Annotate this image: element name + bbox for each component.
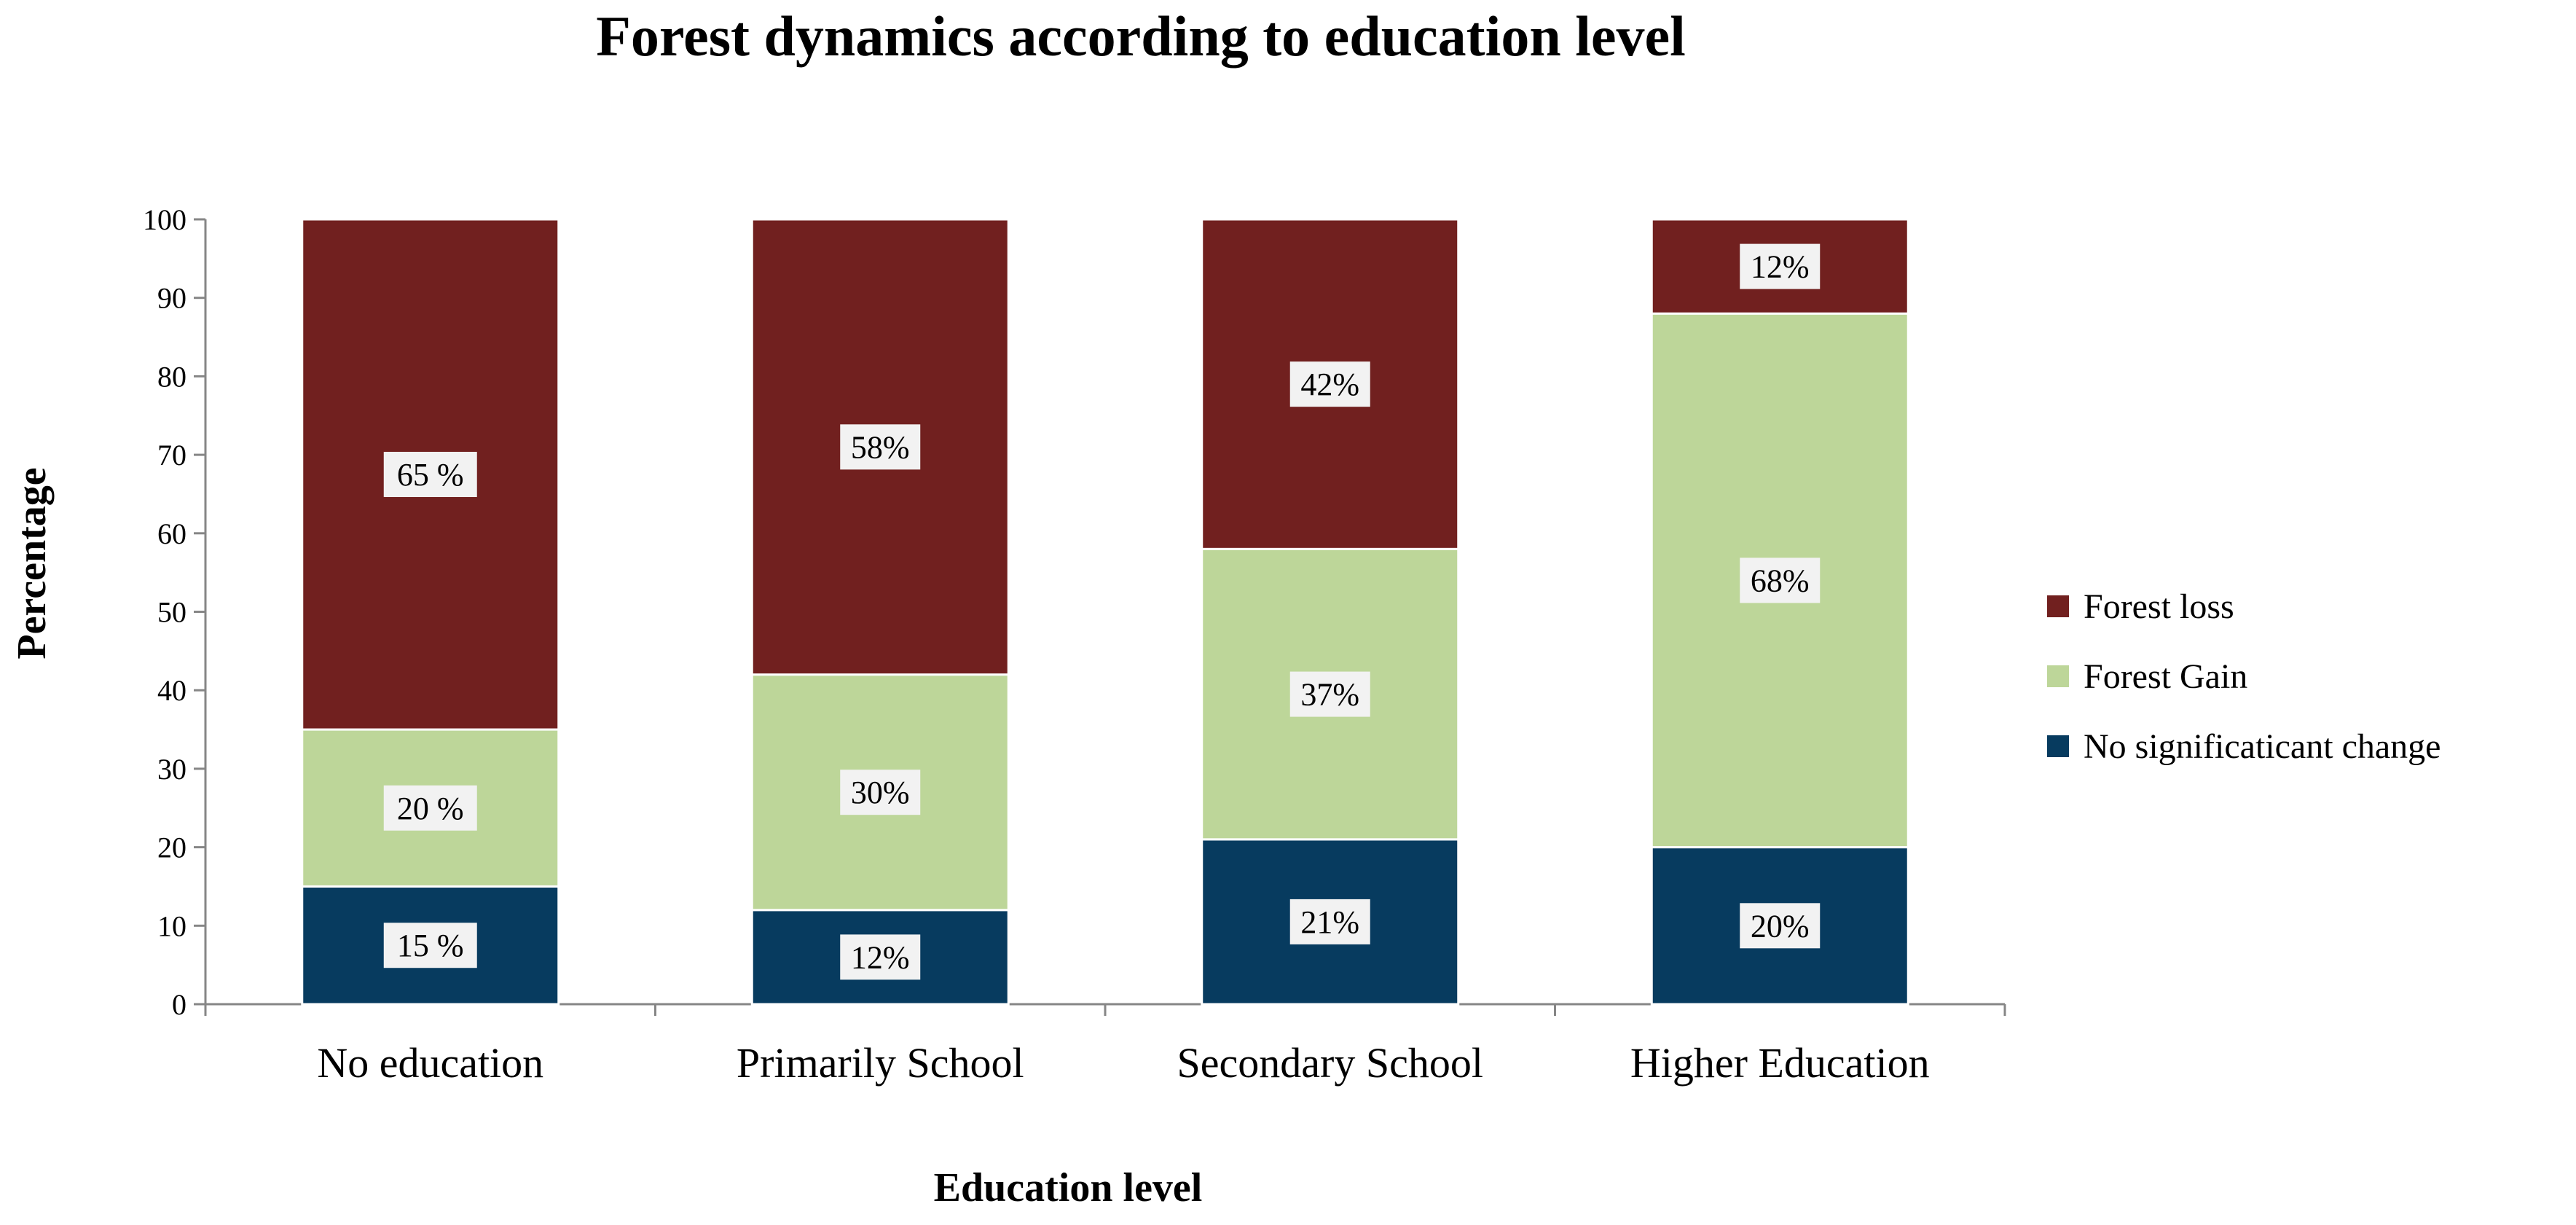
data-label-box [383, 452, 477, 498]
data-label-box [383, 923, 477, 968]
data-label: 12% [851, 939, 910, 975]
data-label-box [840, 424, 921, 470]
x-category-label: No education [317, 1039, 543, 1087]
data-label-box [1289, 899, 1370, 944]
y-tick-label: 50 [157, 596, 186, 629]
data-label-box [1740, 243, 1821, 289]
y-tick-label: 60 [157, 517, 186, 550]
data-label: 65 % [397, 457, 464, 493]
legend-swatch [2047, 665, 2069, 687]
y-tick-label: 0 [172, 988, 186, 1021]
data-label: 20 % [397, 791, 464, 826]
x-category-label: Secondary School [1177, 1039, 1483, 1087]
y-tick-label: 70 [157, 439, 186, 471]
data-label-box [1740, 903, 1821, 949]
data-label: 37% [1300, 677, 1359, 713]
data-label: 68% [1751, 563, 1810, 598]
data-label-box [1289, 361, 1370, 407]
data-label-box [383, 785, 477, 831]
data-label: 20% [1751, 908, 1810, 944]
x-category-label: Higher Education [1630, 1039, 1930, 1087]
data-label-box [1289, 671, 1370, 717]
data-label-box [1740, 557, 1821, 603]
y-tick-label: 20 [157, 831, 186, 864]
y-axis-title: Percentage [9, 467, 55, 659]
chart-title: Forest dynamics according to education l… [596, 4, 1686, 68]
legend-label: No significaticant change [2084, 727, 2440, 766]
legend-label: Forest loss [2084, 587, 2234, 626]
y-tick-label: 90 [157, 282, 186, 315]
data-label: 12% [1751, 249, 1810, 285]
plot-area: 0 10 20 30 40 50 60 70 80 90 100 No education 15 % 20… [143, 203, 2006, 1087]
x-category-label: Primarily School [737, 1039, 1024, 1087]
bar-segment [1650, 846, 1909, 1006]
y-tick-label: 100 [143, 203, 186, 236]
x-axis-title: Education level [934, 1165, 1203, 1210]
legend: Forest loss Forest Gain No significaticant… [2047, 587, 2440, 766]
data-label: 15 % [397, 928, 464, 963]
data-label: 58% [851, 429, 910, 465]
legend-swatch [2047, 735, 2069, 757]
y-tick-label: 30 [157, 753, 186, 786]
y-tick-label: 40 [157, 674, 186, 707]
data-label-box [840, 770, 921, 815]
data-label-box [840, 934, 921, 980]
legend-swatch [2047, 595, 2069, 617]
y-tick-label: 10 [157, 909, 186, 942]
bar-segment [750, 673, 1010, 912]
data-label: 42% [1300, 367, 1359, 402]
legend-label: Forest Gain [2084, 657, 2247, 696]
data-label: 21% [1300, 904, 1359, 940]
y-tick-label: 80 [157, 360, 186, 393]
data-label: 30% [851, 775, 910, 810]
